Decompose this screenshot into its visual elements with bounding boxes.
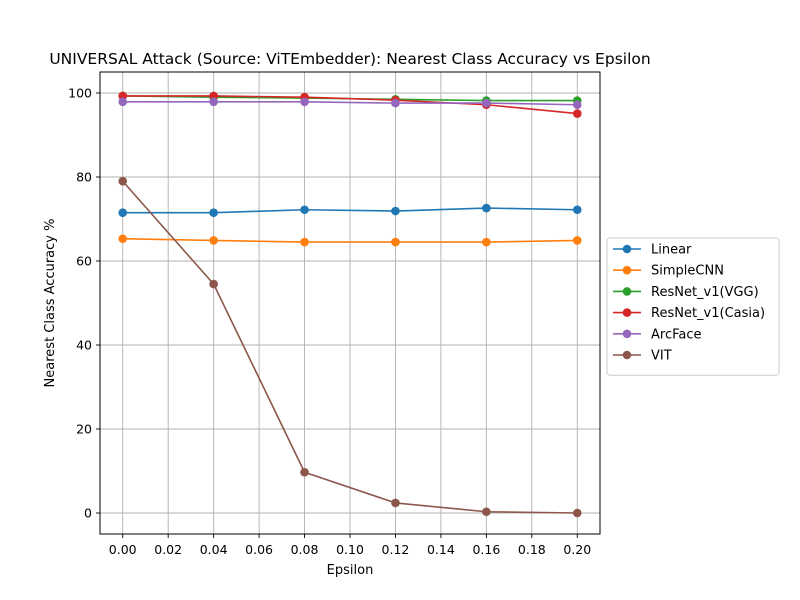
x-tick-label: 0.06 bbox=[245, 542, 273, 557]
legend-item: ResNet_v1(VGG) bbox=[613, 285, 759, 300]
data-point bbox=[209, 236, 218, 245]
data-point bbox=[209, 97, 218, 107]
data-point bbox=[391, 206, 400, 216]
legend-swatch-marker bbox=[622, 329, 632, 339]
legend-item: SimpleCNN bbox=[613, 264, 724, 279]
legend-item: Linear bbox=[613, 243, 692, 258]
y-tick-label: 60 bbox=[76, 254, 92, 269]
series-vit bbox=[118, 176, 582, 518]
data-point bbox=[209, 279, 218, 289]
data-point bbox=[300, 467, 309, 477]
x-axis-label: Epsilon bbox=[327, 563, 374, 578]
x-tick-label: 0.20 bbox=[563, 542, 591, 557]
data-point bbox=[391, 498, 400, 508]
x-tick-label: 0.12 bbox=[382, 542, 410, 557]
series-line bbox=[122, 95, 578, 115]
series-line bbox=[122, 180, 578, 514]
y-tick-label: 40 bbox=[76, 338, 92, 353]
x-tick-label: 0.00 bbox=[109, 542, 137, 557]
legend-item: ResNet_v1(Casia) bbox=[613, 306, 765, 321]
data-point bbox=[482, 507, 491, 517]
data-point bbox=[482, 237, 491, 247]
legend-label: ResNet_v1(Casia) bbox=[651, 306, 765, 321]
legend-swatch-marker bbox=[622, 265, 632, 275]
legend-swatch-marker bbox=[622, 244, 632, 254]
legend-item: ArcFace bbox=[613, 327, 702, 342]
y-axis-label: Nearest Class Accuracy % bbox=[43, 219, 58, 388]
x-tick-label: 0.18 bbox=[518, 542, 546, 557]
x-tick-label: 0.14 bbox=[427, 542, 455, 557]
data-point bbox=[118, 97, 128, 107]
x-tick-label: 0.10 bbox=[336, 542, 364, 557]
data-point bbox=[300, 97, 309, 107]
data-point bbox=[572, 109, 582, 118]
grid bbox=[100, 72, 600, 534]
series-line bbox=[122, 207, 578, 214]
x-tick-label: 0.02 bbox=[154, 542, 182, 557]
series-arcface bbox=[118, 97, 582, 110]
series-line bbox=[122, 101, 578, 106]
y-tick-label: 80 bbox=[76, 170, 92, 185]
legend: Linear SimpleCNN ResNet_v1(VGG) ResNet_v1(C… bbox=[606, 237, 780, 376]
legend-label: Linear bbox=[651, 243, 692, 258]
data-point bbox=[300, 205, 309, 215]
series-linear bbox=[118, 203, 582, 217]
legend-label: SimpleCNN bbox=[651, 264, 724, 279]
y-tick-label: 0 bbox=[84, 506, 92, 521]
y-tick-label: 100 bbox=[68, 86, 92, 101]
legend-box bbox=[606, 237, 780, 376]
series-simplecnn bbox=[118, 234, 582, 247]
data-point bbox=[118, 176, 128, 186]
data-point bbox=[118, 208, 128, 217]
data-point bbox=[572, 508, 582, 518]
data-point bbox=[572, 205, 582, 215]
data-point bbox=[391, 237, 400, 247]
legend-swatch-marker bbox=[622, 287, 632, 296]
x-tick-label: 0.04 bbox=[200, 542, 228, 557]
data-point bbox=[118, 234, 128, 244]
data-point bbox=[572, 100, 582, 110]
legend-item: VIT bbox=[613, 349, 672, 364]
data-point bbox=[391, 98, 400, 108]
data-point bbox=[118, 91, 128, 101]
data-point bbox=[209, 91, 218, 101]
data-point bbox=[300, 237, 309, 247]
series-line bbox=[122, 237, 578, 243]
data-point bbox=[572, 236, 582, 245]
legend-label: ArcFace bbox=[651, 327, 702, 342]
x-tick-label: 0.16 bbox=[472, 542, 500, 557]
data-point bbox=[482, 98, 491, 108]
y-tick-label: 20 bbox=[76, 422, 92, 437]
series-layer bbox=[118, 91, 582, 518]
legend-label: VIT bbox=[651, 349, 672, 364]
data-point bbox=[482, 203, 491, 213]
legend-label: ResNet_v1(VGG) bbox=[651, 285, 759, 300]
tick-layer: 0.00 0.02 0.04 0.06 0.08 0.10 0.12 0.14 0.16 0.18… bbox=[68, 86, 591, 558]
data-point bbox=[209, 208, 218, 217]
legend-swatch-marker bbox=[622, 308, 632, 317]
x-tick-label: 0.08 bbox=[291, 542, 319, 557]
legend-swatch-marker bbox=[622, 350, 632, 360]
chart-title: UNIVERSAL Attack (Source: ViTEmbedder): … bbox=[49, 50, 650, 68]
